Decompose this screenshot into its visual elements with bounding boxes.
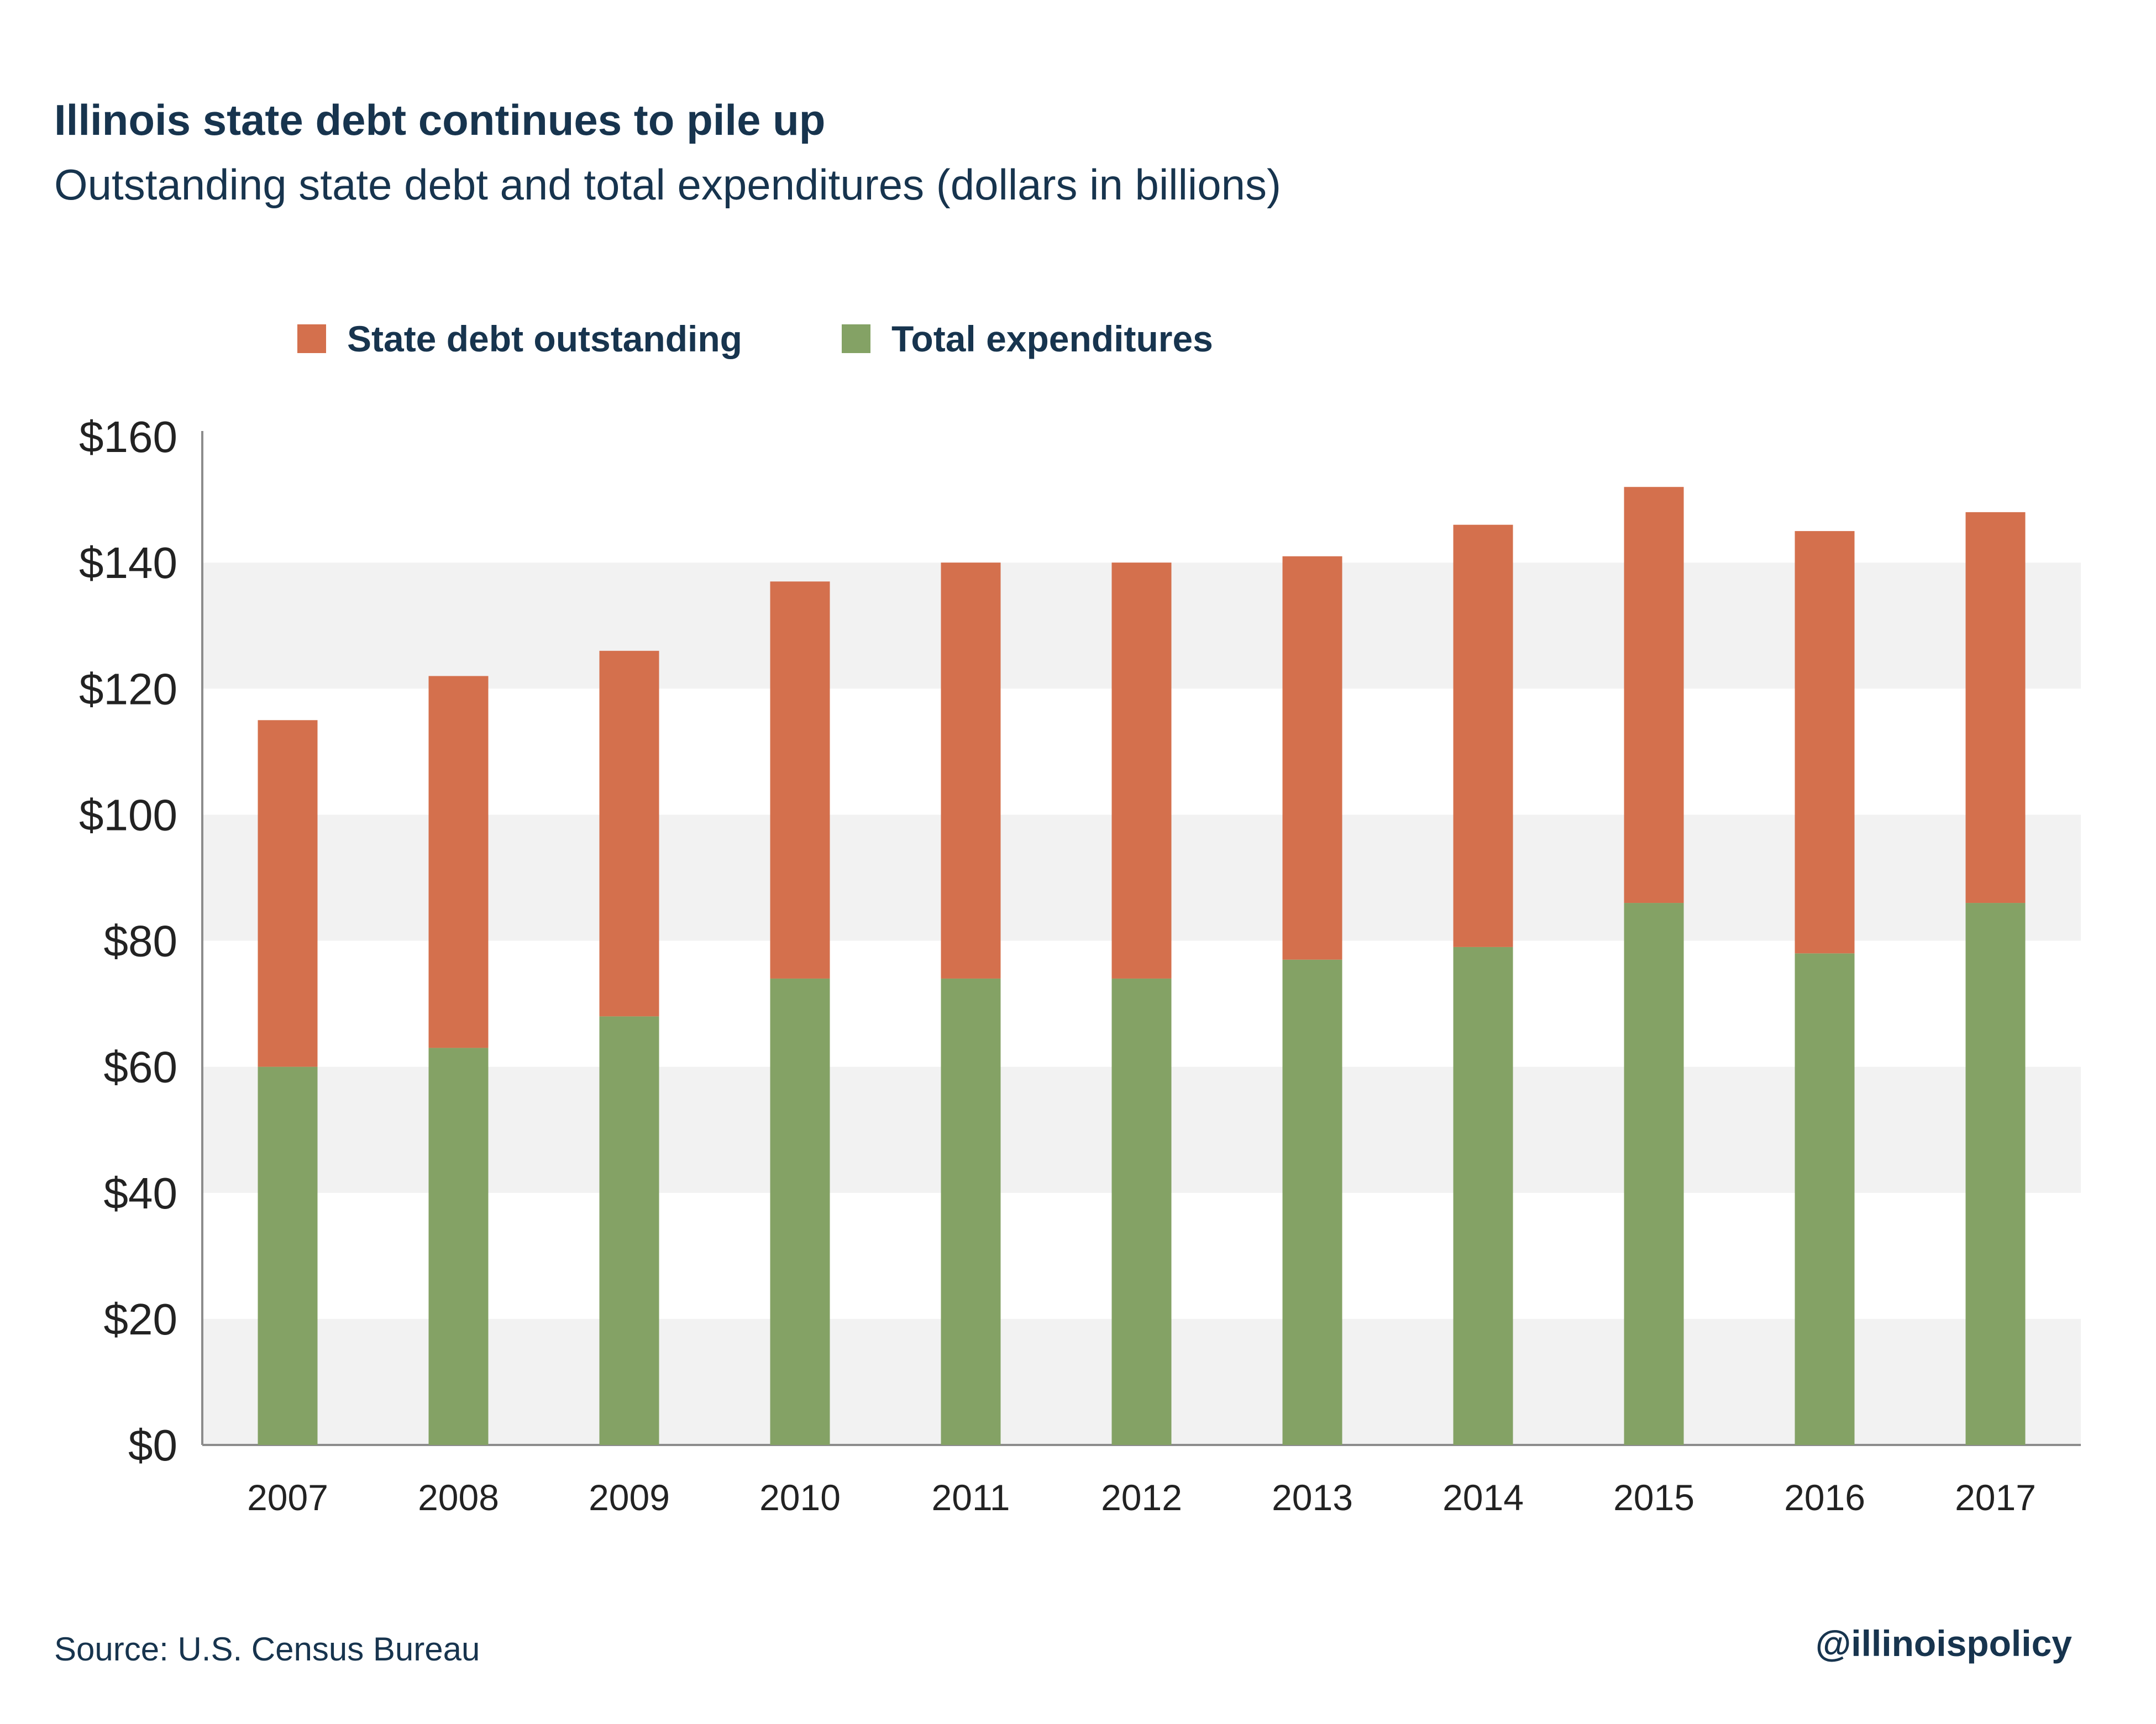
x-tick-label: 2016 — [1784, 1477, 1865, 1518]
x-tick-label: 2009 — [589, 1477, 670, 1518]
bar-segment-expenditures — [1453, 947, 1513, 1445]
bar-segment-debt — [1282, 556, 1342, 960]
bar-segment-expenditures — [770, 978, 830, 1445]
legend-item-debt: State debt outstanding — [297, 318, 742, 360]
chart-title: Illinois state debt continues to pile up — [54, 96, 826, 144]
bar-segment-debt — [941, 563, 1001, 979]
bar-segment-expenditures — [599, 1016, 659, 1445]
y-tick-label: $60 — [104, 1043, 177, 1092]
x-tick-label: 2017 — [1955, 1477, 2036, 1518]
legend-swatch-expenditures — [841, 324, 870, 353]
y-tick-label: $0 — [128, 1421, 177, 1470]
y-tick-label: $80 — [104, 917, 177, 966]
legend: State debt outstanding Total expenditure… — [297, 318, 1313, 360]
x-tick-label: 2007 — [247, 1477, 328, 1518]
y-tick-label: $100 — [79, 790, 177, 839]
y-tick-label: $140 — [79, 538, 177, 587]
bar-segment-debt — [770, 581, 830, 979]
x-tick-label: 2011 — [932, 1477, 1010, 1518]
y-tick-label: $20 — [104, 1295, 177, 1344]
x-tick-label: 2012 — [1101, 1477, 1182, 1518]
x-tick-label: 2015 — [1613, 1477, 1695, 1518]
chart-subtitle: Outstanding state debt and total expendi… — [54, 160, 1281, 209]
bar-segment-debt — [428, 676, 489, 1048]
y-tick-label: $120 — [79, 664, 177, 713]
bar-segment-expenditures — [1965, 903, 2026, 1445]
bar-segment-debt — [258, 720, 318, 1067]
x-tick-label: 2014 — [1442, 1477, 1524, 1518]
bar-segment-expenditures — [941, 978, 1001, 1445]
legend-item-expenditures: Total expenditures — [841, 318, 1213, 360]
legend-swatch-debt — [297, 324, 326, 353]
source-note: Source: U.S. Census Bureau — [54, 1631, 480, 1668]
bar-segment-debt — [1624, 487, 1684, 903]
bar-segment-expenditures — [1795, 953, 1855, 1445]
y-tick-label: $160 — [79, 412, 177, 461]
x-tick-label: 2010 — [759, 1477, 841, 1518]
brand-handle: @illinoispolicy — [1815, 1623, 2072, 1664]
legend-label-debt: State debt outstanding — [347, 318, 742, 359]
x-tick-label: 2008 — [418, 1477, 499, 1518]
x-tick-label: 2013 — [1272, 1477, 1353, 1518]
bar-segment-expenditures — [1624, 903, 1684, 1445]
bar-segment-debt — [1453, 524, 1513, 947]
legend-label-expenditures: Total expenditures — [891, 318, 1213, 359]
bar-segment-debt — [599, 650, 659, 1017]
bar-segment-debt — [1965, 512, 2026, 903]
bar-segment-debt — [1795, 531, 1855, 954]
bar-segment-debt — [1111, 563, 1172, 979]
bar-segment-expenditures — [1282, 959, 1342, 1445]
bar-segment-expenditures — [1111, 978, 1172, 1445]
y-tick-label: $40 — [104, 1169, 177, 1218]
bar-segment-expenditures — [428, 1048, 489, 1445]
bar-segment-expenditures — [258, 1066, 318, 1445]
